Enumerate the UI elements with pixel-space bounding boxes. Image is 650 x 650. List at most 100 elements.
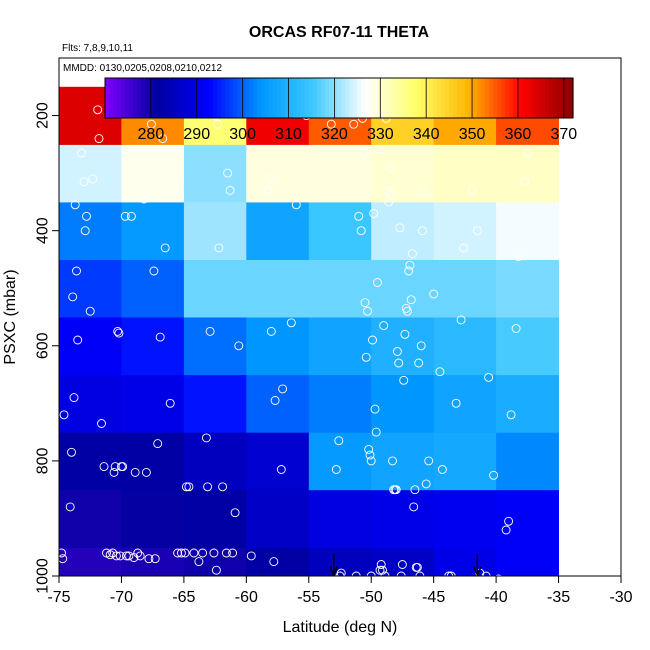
sample-point (429, 289, 439, 299)
sample-point (228, 548, 238, 558)
colorbar-segment (513, 78, 518, 118)
sample-point (394, 358, 404, 368)
sample-point (150, 554, 160, 564)
sample-point (363, 306, 372, 316)
colorbar-segment (329, 78, 334, 118)
colorbar-segment (317, 78, 322, 118)
colorbar-segment (149, 78, 154, 118)
heatmap-cell (308, 317, 372, 376)
colorbar-segment (569, 78, 574, 118)
heatmap-cells (59, 86, 559, 577)
sample-point (109, 467, 119, 477)
sample-point (412, 562, 422, 572)
colorbar-segment (129, 78, 134, 118)
heatmap-cell (121, 489, 185, 548)
colorbar-segment (393, 78, 398, 118)
sample-point (67, 447, 76, 457)
sample-point (85, 306, 95, 316)
colorbar-segment (445, 78, 450, 118)
heatmap-cell (496, 374, 559, 433)
sample-point (266, 326, 276, 336)
sample-point (395, 223, 405, 233)
sample-point (405, 260, 415, 270)
heatmap-cell (183, 317, 247, 376)
sample-point (94, 134, 104, 144)
heatmap-cell (371, 144, 435, 203)
x-tick-label: -65 (172, 589, 195, 606)
sample-point (218, 482, 228, 492)
colorbar-segment (521, 78, 526, 118)
colorbar-segment (225, 78, 230, 118)
sample-point (155, 332, 165, 342)
heatmap-cell (433, 374, 497, 433)
x-tick-label: -40 (485, 589, 508, 606)
heatmap-cell (121, 144, 185, 203)
heatmap-cell (496, 432, 559, 491)
sample-point (230, 508, 240, 518)
sample-point (130, 467, 140, 477)
colorbar-tick-label: 290 (183, 126, 210, 143)
sample-point (373, 278, 382, 287)
plot-frame (58, 57, 622, 577)
colorbar-segment (557, 78, 562, 118)
colorbar-segment (133, 78, 138, 118)
heatmap-cell (59, 317, 122, 376)
heatmap-cell (496, 259, 559, 318)
colorbar-segment (517, 78, 522, 118)
colorbar-segment (477, 78, 482, 118)
colorbar-segment (217, 78, 222, 118)
heatmap-cell (183, 374, 247, 433)
sample-point (77, 148, 86, 158)
colorbar-segment (241, 78, 246, 118)
sample-point (146, 119, 156, 129)
dates-note: MMDD: 0130,0205,0208,0210,0212 (63, 63, 222, 74)
colorbar-tick-label: 310 (275, 126, 302, 143)
sample-point (115, 551, 125, 561)
sample-point (504, 516, 514, 526)
sample-point (376, 560, 386, 569)
sample-point (392, 347, 402, 356)
heatmap-cell (121, 374, 185, 433)
sample-point (399, 375, 409, 385)
sample-point (198, 548, 208, 558)
sample-point (270, 396, 280, 405)
colorbar-segment (469, 78, 474, 118)
colorbar-segment (501, 78, 506, 118)
colorbar-segment (337, 78, 342, 118)
heatmap-cell (121, 259, 185, 318)
colorbar-segment (429, 78, 434, 118)
sample-point (514, 252, 524, 262)
colorbar-segment (109, 78, 114, 118)
sample-point (522, 148, 532, 158)
y-tick-label: 1000 (35, 558, 52, 594)
colorbar-segment (553, 78, 558, 118)
y-tick-label: 600 (35, 332, 52, 359)
colorbar-segment (233, 78, 238, 118)
colorbar-segment (293, 78, 298, 118)
colorbar-segment (277, 78, 282, 118)
sample-point (409, 502, 419, 512)
colorbar-segment (313, 78, 318, 118)
heatmap-cell (246, 201, 310, 260)
sample-point (494, 574, 504, 584)
heatmap-cell (371, 547, 435, 577)
sample-point (234, 341, 244, 351)
colorbar-segment (105, 78, 110, 118)
heatmap-cell (308, 489, 372, 548)
sample-point (181, 482, 191, 492)
colorbar-tick-label: 340 (413, 126, 440, 143)
sample-point (331, 465, 341, 474)
sample-point (203, 482, 213, 492)
colorbar-segment (485, 78, 490, 118)
sample-point (80, 226, 90, 236)
colorbar-segment (325, 78, 330, 118)
colorbar-segment (125, 78, 130, 118)
colorbar-segment (157, 78, 162, 118)
sample-point (88, 174, 98, 184)
sample-point (120, 211, 130, 221)
sample-point (364, 444, 374, 454)
sample-point (419, 185, 429, 195)
colorbar-segment (121, 78, 126, 118)
sample-point (59, 410, 69, 420)
